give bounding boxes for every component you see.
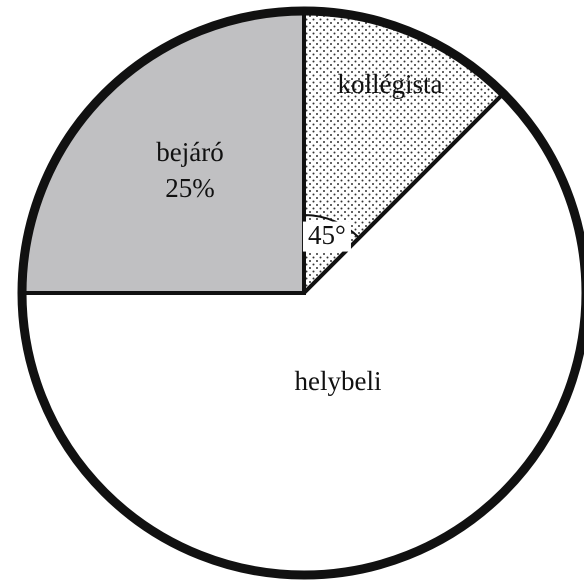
- slice-label: helybeli: [295, 366, 382, 396]
- label-bg: [302, 221, 351, 252]
- angle-label: 45°: [308, 220, 346, 250]
- angle-arc: [303, 214, 360, 239]
- pie-outline: [17, 6, 584, 580]
- slice-label: bejáró: [156, 137, 223, 167]
- slice-label: kollégista: [338, 69, 443, 99]
- value-label: 25%: [165, 173, 215, 203]
